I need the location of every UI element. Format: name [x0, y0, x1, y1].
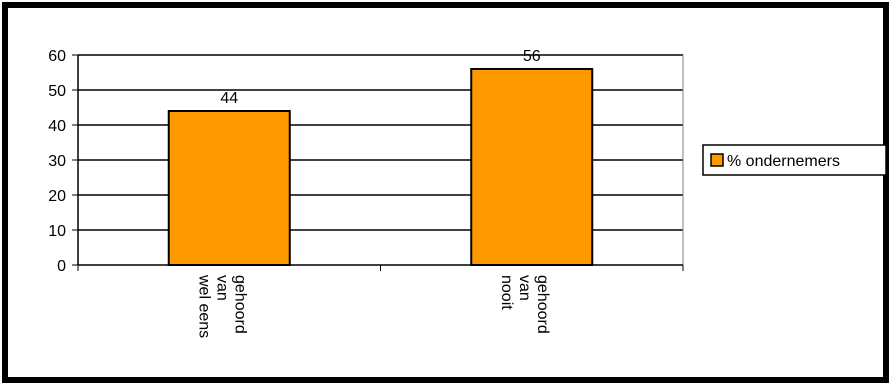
- y-tick-label: 30: [48, 153, 66, 170]
- y-tick-label: 50: [48, 83, 66, 100]
- legend-box: [702, 144, 887, 176]
- y-tick-label: 20: [48, 188, 66, 205]
- axes: [72, 54, 684, 271]
- bar: [167, 110, 291, 266]
- x-tick-label: wel eens van gehoord: [195, 274, 248, 338]
- bar-data-label: 56: [523, 48, 541, 65]
- y-tick-label: 10: [48, 223, 66, 240]
- legend: % ondernemers: [702, 144, 887, 176]
- legend-label: % ondernemers: [727, 153, 840, 170]
- x-tick-label-line: gehoord: [534, 275, 551, 334]
- x-tick-label-line: gehoord: [231, 275, 248, 334]
- y-tick-label: 0: [57, 258, 66, 275]
- y-tick-label: 40: [48, 118, 66, 135]
- x-tick-label-line: nooit: [498, 275, 515, 310]
- x-tick-label-line: van: [213, 275, 230, 301]
- x-tick-label-line: wel eens: [195, 274, 212, 338]
- x-tick-label: nooit van gehoord: [498, 275, 551, 334]
- x-tick-label-line: van: [516, 275, 533, 301]
- legend-swatch: [710, 153, 724, 167]
- bar-data-label: 44: [220, 90, 238, 107]
- bar: [470, 68, 594, 266]
- y-tick-label: 60: [48, 48, 66, 65]
